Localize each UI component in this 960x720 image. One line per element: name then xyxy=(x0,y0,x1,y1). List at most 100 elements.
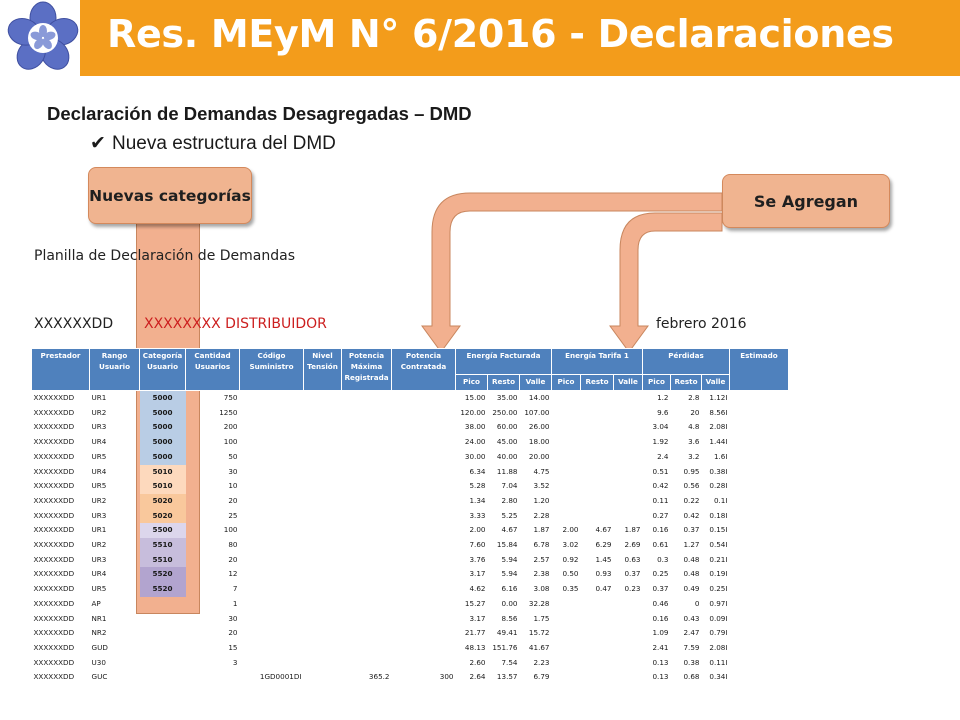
cell-pcont xyxy=(392,567,456,582)
cell-pcont xyxy=(392,435,456,450)
cell-t1-pico xyxy=(552,420,581,435)
cell-pmax xyxy=(342,465,392,480)
cell-ef-valle: 18.00 xyxy=(528,437,550,447)
cell-prestador: XXXXXXDD xyxy=(33,613,75,623)
cell-prestador: XXXXXXDD xyxy=(33,598,75,608)
th-nivel: Nivel Tensión xyxy=(303,348,342,391)
cell-t1-resto xyxy=(581,479,614,494)
cell-nivel xyxy=(304,641,342,656)
cell-t1-valle xyxy=(614,479,643,494)
cell-nivel xyxy=(304,597,342,612)
cell-ef-pico: 2.00 xyxy=(469,525,486,535)
cell-ef-valle: 4.75 xyxy=(533,466,550,476)
table-row: XXXXXXDD UR2 5510 80 7.60 15.84 6.78 3.02 6.29 2.… xyxy=(32,538,789,553)
cell-ef-pico: 3.33 xyxy=(469,510,486,520)
cell-ef-pico: 6.34 xyxy=(469,466,486,476)
cell-estimado xyxy=(730,479,789,494)
callout-nuevas-categorias: Nuevas categorías xyxy=(88,167,252,224)
cell-p-pico: 0.51 xyxy=(652,466,669,476)
cell-codigo xyxy=(240,612,304,627)
cell-t1-valle xyxy=(614,597,643,612)
cell-t1-resto: 0.93 xyxy=(595,569,612,579)
cell-categoria: 5510 xyxy=(139,552,186,568)
cell-p-valle: 0.34I xyxy=(709,672,728,682)
cell-p-pico: 0.37 xyxy=(652,584,669,594)
cell-t1-resto xyxy=(581,656,614,671)
cell-pcont xyxy=(392,509,456,524)
th-pot-contr: Potencia Contratada xyxy=(391,348,456,391)
cell-ef-valle: 20.00 xyxy=(528,451,550,461)
cell-p-pico: 3.04 xyxy=(652,422,669,432)
cell-codigo xyxy=(240,553,304,568)
cell-ef-pico: 30.00 xyxy=(464,451,486,461)
cell-codigo xyxy=(240,479,304,494)
cell-cantidad: 20 xyxy=(228,495,238,505)
cell-rango: UR3 xyxy=(91,554,107,564)
cell-ef-pico: 7.60 xyxy=(469,540,486,550)
cell-categoria xyxy=(140,597,186,612)
cell-p-resto: 4.8 xyxy=(688,422,700,432)
th-estimado: Estimado xyxy=(729,348,789,391)
cell-estimado xyxy=(730,450,789,465)
cell-p-resto: 0.48 xyxy=(683,554,700,564)
cell-nivel xyxy=(304,420,342,435)
cell-p-valle: 0.1I xyxy=(713,495,728,505)
cell-codigo xyxy=(240,641,304,656)
cell-pmax xyxy=(342,656,392,671)
cell-ef-valle: 1.20 xyxy=(533,495,550,505)
cell-ef-resto: 250.00 xyxy=(492,407,518,417)
cell-estimado xyxy=(730,538,789,553)
th-cantidad: Cantidad Usuarios xyxy=(185,348,240,391)
cell-cantidad: 15 xyxy=(228,642,238,652)
cell-t1-valle xyxy=(614,494,643,509)
cell-categoria: 5000 xyxy=(139,449,186,465)
section-heading: Declaración de Demandas Desagregadas – D… xyxy=(47,103,472,124)
th-perdidas: Pérdidas xyxy=(642,348,730,375)
cell-t1-valle xyxy=(614,612,643,627)
cell-ef-resto: 15.84 xyxy=(496,540,518,550)
cell-categoria: 5500 xyxy=(139,523,186,539)
cell-prestador: XXXXXXDD xyxy=(33,584,75,594)
cell-categoria xyxy=(140,670,186,685)
cell-categoria xyxy=(140,656,186,671)
cell-p-resto: 0.37 xyxy=(683,525,700,535)
cell-pmax xyxy=(342,582,392,597)
table-row: XXXXXXDD UR1 5000 750 15.00 35.00 14.00 1.2 2.8 1… xyxy=(32,390,789,406)
cell-t1-valle: 0.37 xyxy=(624,569,641,579)
cell-ef-pico: 120.00 xyxy=(460,407,486,417)
th-ef-resto: Resto xyxy=(487,374,520,391)
cell-pmax xyxy=(342,450,392,465)
cell-ef-valle: 32.28 xyxy=(528,598,550,608)
cell-rango: UR1 xyxy=(91,393,107,402)
cell-ef-resto: 5.94 xyxy=(501,569,518,579)
cell-ef-resto: 6.16 xyxy=(501,584,518,594)
cell-estimado xyxy=(730,523,789,538)
cell-rango: GUD xyxy=(91,642,108,652)
cell-nivel xyxy=(304,406,342,421)
table-row: XXXXXXDD UR3 5000 200 38.00 60.00 26.00 3.04 4.8… xyxy=(32,420,789,436)
cell-codigo: 1GD0001DI xyxy=(259,672,302,682)
cell-estimado xyxy=(730,553,789,568)
cell-t1-pico xyxy=(552,656,581,671)
cell-p-resto: 0.43 xyxy=(683,613,700,623)
cell-p-valle: 2.08I xyxy=(709,422,728,432)
cell-categoria: 5000 xyxy=(139,390,186,406)
cell-pmax xyxy=(342,523,392,538)
cell-rango: UR2 xyxy=(91,495,107,505)
cell-nivel xyxy=(304,538,342,553)
th-energia-facturada: Energía Facturada xyxy=(455,348,552,375)
cell-pcont xyxy=(392,612,456,627)
cell-p-resto: 0.49 xyxy=(683,584,700,594)
cell-pcont xyxy=(392,450,456,465)
cell-t1-resto: 6.29 xyxy=(595,540,612,550)
cell-t1-pico: 0.35 xyxy=(562,584,579,594)
cell-prestador: XXXXXXDD xyxy=(33,554,75,564)
cell-t1-pico xyxy=(552,641,581,656)
cell-t1-valle xyxy=(614,670,643,685)
table-row: XXXXXXDD UR2 5000 1250 120.00 250.00 107.00 9.6… xyxy=(32,405,789,421)
cell-p-valle: 0.21I xyxy=(709,554,728,564)
planilla-title: Planilla de Declaración de Demandas xyxy=(34,248,295,264)
cell-estimado xyxy=(730,612,789,627)
cell-ef-pico: 21.77 xyxy=(464,628,486,638)
cell-ef-valle: 41.67 xyxy=(528,642,550,652)
